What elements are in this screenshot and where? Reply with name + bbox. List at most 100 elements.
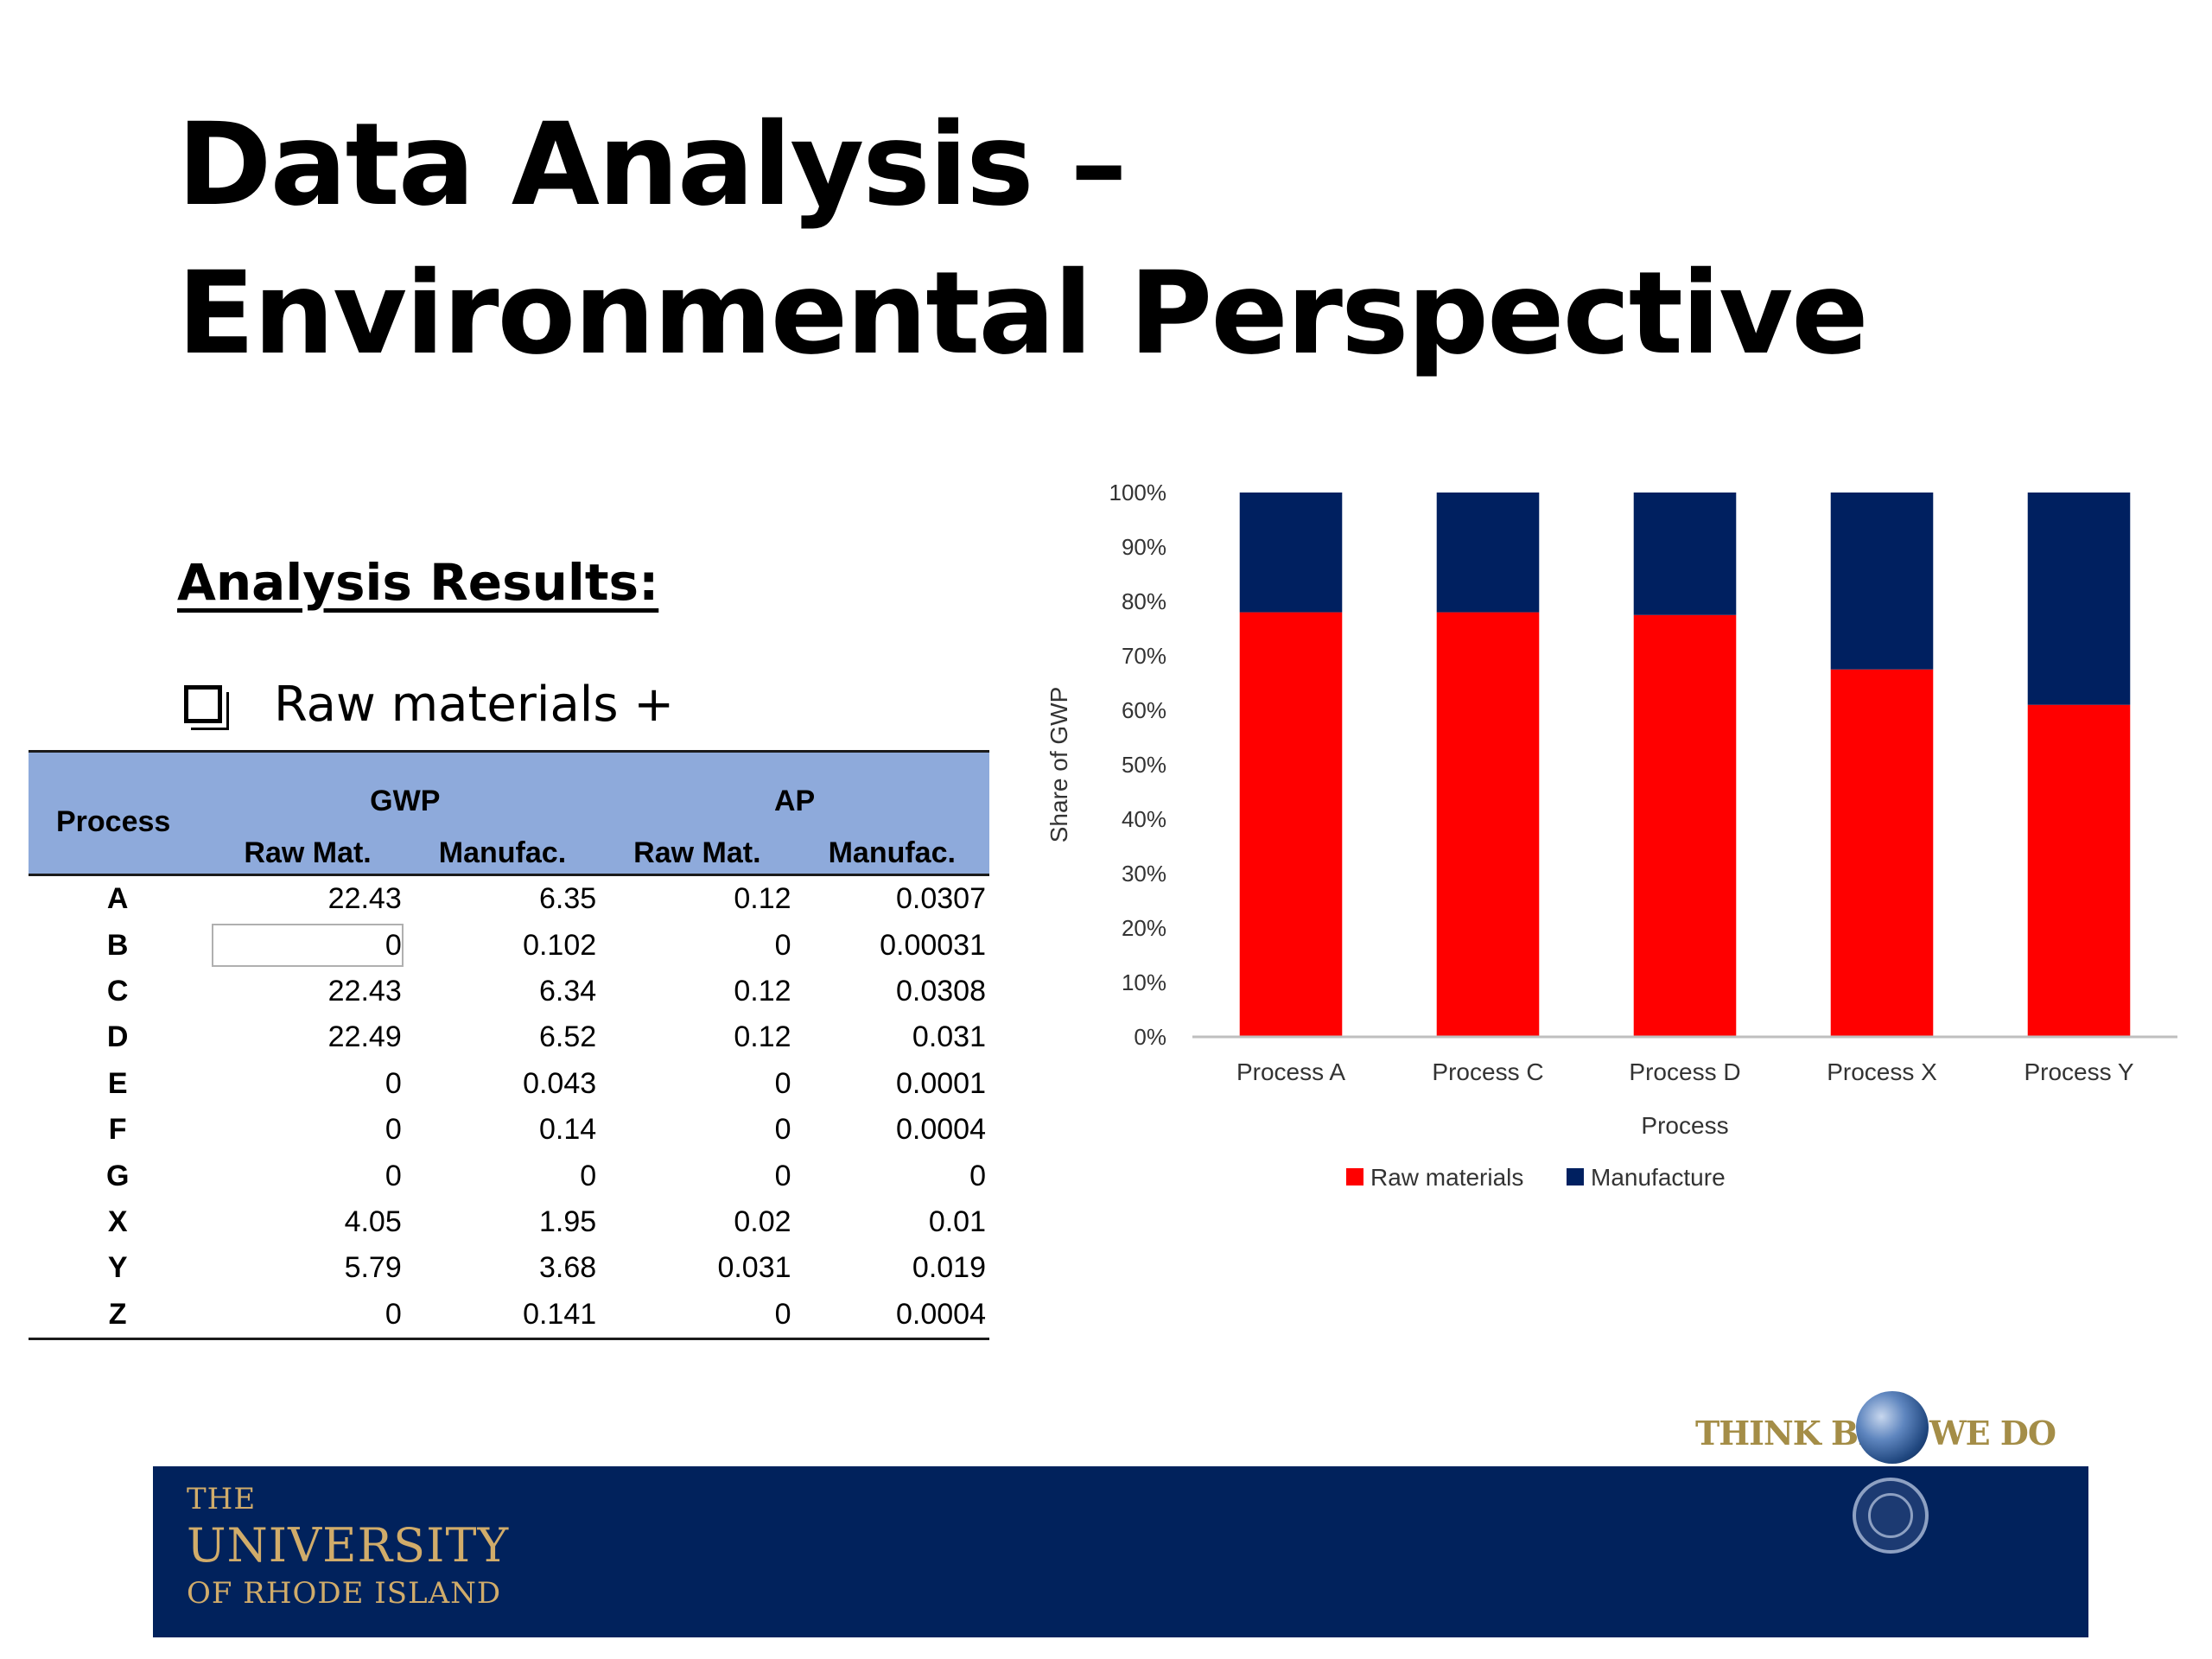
table-row: A 22.43 6.35 0.12 0.0307: [29, 875, 989, 923]
table-cell[interactable]: 0: [385, 1066, 402, 1100]
bar-segment-manufacture: [2027, 493, 2131, 705]
process-cell: B: [106, 928, 129, 962]
table-row: B 0 0.102 0 0.00031: [29, 922, 989, 968]
table-cell[interactable]: 22.43: [327, 882, 402, 916]
table-cell[interactable]: 22.43: [327, 974, 402, 1007]
university-logo: THE UNIVERSITY OF RHODE ISLAND: [187, 1482, 509, 1611]
table-row: X 4.05 1.95 0.02 0.01: [29, 1199, 989, 1245]
x-axis-title: Process: [1641, 1112, 1728, 1139]
table-cell[interactable]: 0.0307: [896, 882, 986, 916]
table-cell[interactable]: 0: [774, 1159, 791, 1192]
table-cell[interactable]: 0: [385, 1113, 402, 1147]
table-cell[interactable]: 0.031: [912, 1020, 986, 1054]
table-cell[interactable]: 0: [774, 1066, 791, 1100]
y-axis-title: Share of GWP: [1046, 687, 1072, 843]
ap-raw-header: Raw Mat.: [600, 818, 795, 875]
footer-bar: [153, 1466, 2088, 1637]
table-cell[interactable]: 0.01: [928, 1205, 986, 1238]
logo-university: UNIVERSITY: [187, 1518, 510, 1573]
table-cell[interactable]: 0.0004: [896, 1297, 986, 1331]
bar-segment-manufacture: [1830, 493, 1934, 670]
table-cell[interactable]: 6.35: [538, 882, 597, 916]
y-tick-label: 100%: [1109, 480, 1167, 505]
checkbox-bullet-icon: [184, 685, 222, 723]
y-tick-label: 20%: [1122, 915, 1166, 941]
logo-rhode-island: OF RHODE ISLAND: [187, 1576, 502, 1611]
table-cell[interactable]: 0.141: [523, 1297, 597, 1331]
gwp-header: GWP: [210, 751, 601, 818]
ap-header: AP: [600, 751, 989, 818]
table-row: C 22.43 6.34 0.12 0.0308: [29, 969, 989, 1014]
table-cell[interactable]: 0: [385, 1297, 402, 1331]
process-cell: C: [106, 974, 129, 1007]
results-table: Process GWP AP Raw Mat. Manufac. Raw Mat…: [29, 750, 989, 1340]
y-tick-label: 90%: [1122, 534, 1166, 560]
process-cell: A: [106, 882, 129, 916]
table-cell[interactable]: 0: [580, 1159, 597, 1192]
y-tick-label: 70%: [1122, 643, 1166, 669]
ap-manufac-header: Manufac.: [794, 818, 989, 875]
table-cell[interactable]: 5.79: [344, 1251, 402, 1285]
table-cell[interactable]: 0.043: [523, 1066, 597, 1100]
process-cell: Z: [108, 1297, 127, 1331]
table-cell[interactable]: 0.102: [523, 928, 597, 962]
bullet-item: Raw materials +: [177, 670, 674, 739]
x-tick-label: Process D: [1629, 1058, 1740, 1085]
legend-label: Raw materials: [1370, 1164, 1523, 1191]
gwp-manufac-header: Manufac.: [404, 818, 601, 875]
table-cell[interactable]: 0: [969, 1159, 986, 1192]
table-cell[interactable]: 0.14: [538, 1113, 597, 1147]
y-tick-label: 40%: [1122, 806, 1166, 832]
bar-segment-raw-materials: [1830, 669, 1934, 1037]
legend-label: Manufacture: [1591, 1164, 1726, 1191]
table-row: E 0 0.043 0 0.0001: [29, 1061, 989, 1107]
gwp-raw-header: Raw Mat.: [210, 818, 405, 875]
table-cell[interactable]: 0.0308: [896, 974, 986, 1007]
table-row: Z 0 0.141 0 0.0004: [29, 1292, 989, 1339]
table-cell[interactable]: 0.12: [734, 882, 791, 916]
gwp-share-chart: 0% 10% 20% 30% 40% 50% 60% 70% 80% 90% 100% Process…: [1046, 480, 2177, 1191]
bar-segment-raw-materials: [1436, 612, 1540, 1037]
table-cell[interactable]: 0: [774, 928, 791, 962]
logo-the: THE: [187, 1482, 257, 1516]
table-cell[interactable]: 0.0004: [896, 1113, 986, 1147]
bar-segment-raw-materials: [1633, 614, 1737, 1037]
y-tick-label: 30%: [1122, 861, 1166, 887]
table-cell[interactable]: 0.031: [717, 1251, 791, 1285]
legend-swatch: [1567, 1168, 1584, 1185]
process-cell: F: [108, 1113, 127, 1147]
table-cell[interactable]: 0.0001: [896, 1066, 986, 1100]
table-row: G 0 0 0 0: [29, 1153, 989, 1198]
selected-cell[interactable]: 0: [210, 922, 404, 968]
table-cell[interactable]: 22.49: [327, 1020, 402, 1054]
table-cell[interactable]: 4.05: [344, 1205, 402, 1238]
title-line-2: Environmental Perspective: [177, 247, 1869, 380]
university-seal-icon: [1853, 1478, 1929, 1554]
x-tick-label: Process C: [1432, 1058, 1543, 1085]
table-cell[interactable]: 0.12: [734, 974, 791, 1007]
legend-swatch: [1346, 1168, 1363, 1185]
x-tick-label: Process A: [1236, 1058, 1345, 1085]
table-row: Y 5.79 3.68 0.031 0.019: [29, 1245, 989, 1291]
table-row: D 22.49 6.52 0.12 0.031: [29, 1014, 989, 1060]
y-tick-label: 80%: [1122, 588, 1166, 614]
table-cell[interactable]: 3.68: [538, 1251, 597, 1285]
table-cell[interactable]: 0.02: [734, 1205, 791, 1238]
table-cell[interactable]: 0: [774, 1297, 791, 1331]
bullet-text: Raw materials +: [274, 676, 675, 733]
table-cell[interactable]: 0.12: [734, 1020, 791, 1054]
table-cell[interactable]: 0: [774, 1113, 791, 1147]
table-row: F 0 0.14 0 0.0004: [29, 1107, 989, 1153]
table-cell[interactable]: 0.019: [912, 1251, 986, 1285]
table-cell[interactable]: 1.95: [538, 1205, 597, 1238]
table-cell[interactable]: 0.00031: [880, 928, 986, 962]
process-cell: X: [107, 1205, 128, 1238]
table-cell[interactable]: 6.52: [538, 1020, 597, 1054]
slide-title: Data Analysis – Environmental Perspectiv…: [177, 91, 1905, 388]
bar-segment-raw-materials: [1239, 612, 1343, 1037]
x-tick-label: Process Y: [2024, 1058, 2133, 1085]
process-cell: E: [107, 1066, 128, 1100]
table-cell[interactable]: 6.34: [538, 974, 597, 1007]
globe-icon: [1856, 1391, 1929, 1464]
table-cell[interactable]: 0: [385, 1159, 402, 1192]
